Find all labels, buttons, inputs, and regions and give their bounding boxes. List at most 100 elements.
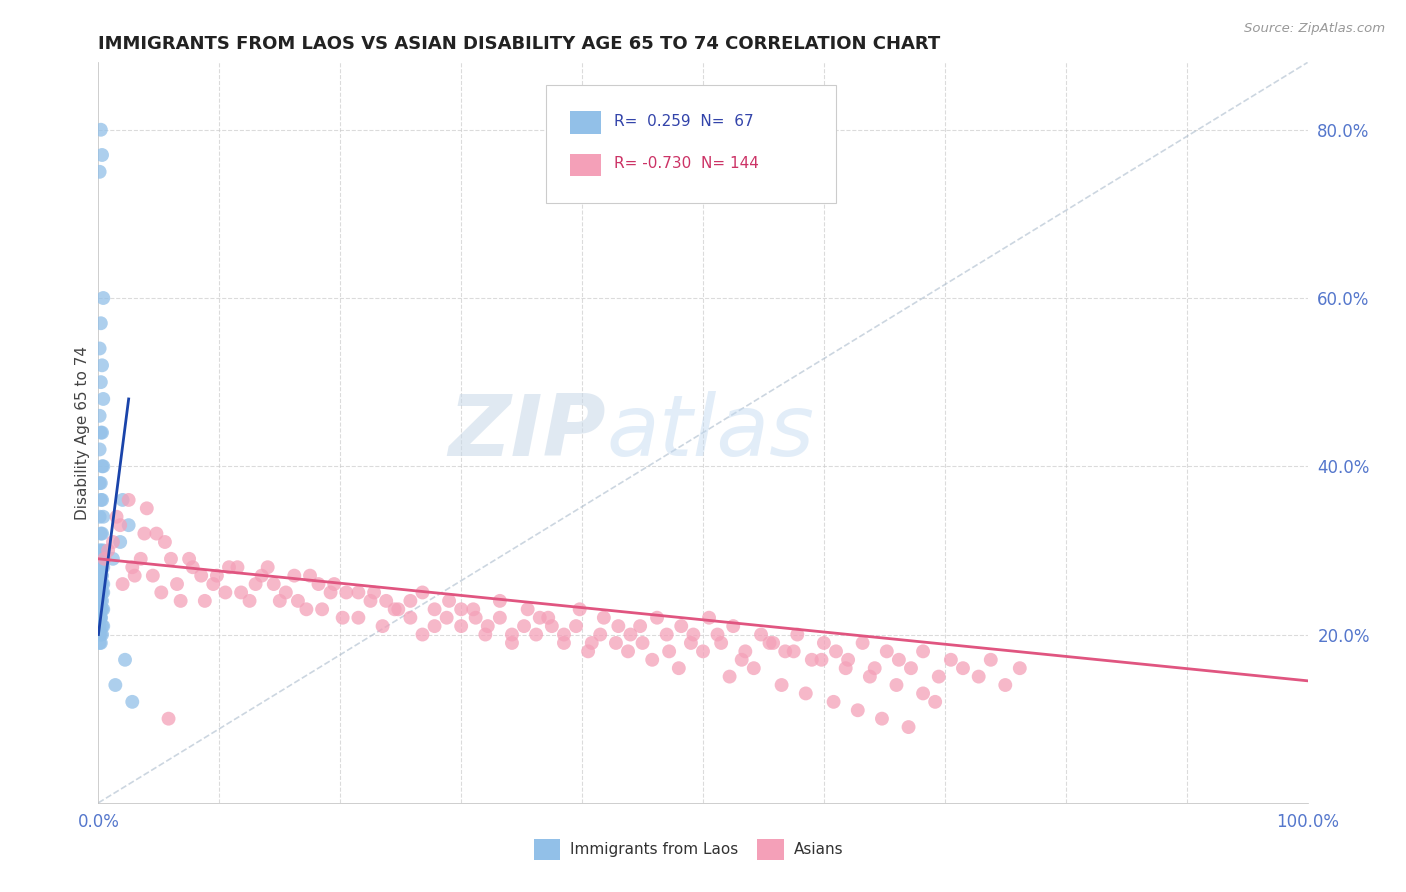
Point (513, 619, 536, 633)
Point (631, 636, 654, 650)
Point (770, 678, 793, 692)
Point (91, 392, 114, 406)
Point (101, 535, 124, 549)
Point (90, 585, 112, 599)
Point (169, 594, 191, 608)
Point (568, 602, 591, 616)
Point (800, 653, 823, 667)
Point (202, 577, 225, 591)
Point (226, 560, 249, 574)
Point (91, 602, 114, 616)
Point (250, 568, 273, 582)
Point (411, 627, 433, 641)
Point (89, 627, 111, 641)
Point (863, 661, 886, 675)
Point (423, 619, 446, 633)
Point (89, 577, 111, 591)
Point (311, 602, 333, 616)
Point (90, 610, 112, 624)
Point (89, 342, 111, 356)
Point (89, 585, 111, 599)
Point (91, 359, 114, 373)
Point (939, 653, 962, 667)
Point (437, 594, 460, 608)
Point (576, 644, 599, 658)
Point (118, 492, 141, 507)
Point (1008, 661, 1031, 675)
Point (90, 543, 112, 558)
Point (90, 577, 112, 591)
Point (105, 509, 128, 524)
Point (91, 148, 114, 162)
Point (142, 568, 165, 582)
Point (91, 492, 114, 507)
Point (794, 686, 817, 700)
Point (214, 585, 236, 599)
Bar (569, 153, 602, 176)
Point (89, 619, 111, 633)
Point (897, 720, 920, 734)
Point (295, 602, 318, 616)
Point (153, 535, 176, 549)
Point (134, 526, 156, 541)
Point (516, 602, 538, 616)
Point (91, 568, 114, 582)
Point (581, 636, 603, 650)
Text: Source: ZipAtlas.com: Source: ZipAtlas.com (1244, 22, 1385, 36)
Point (411, 585, 433, 599)
Point (477, 619, 499, 633)
Point (90, 375, 112, 389)
Bar (534, 839, 561, 860)
Point (837, 653, 859, 667)
Point (89, 509, 111, 524)
Point (108, 518, 131, 533)
Point (952, 661, 974, 675)
Point (299, 568, 322, 582)
Point (121, 695, 143, 709)
Point (553, 636, 575, 650)
Point (399, 594, 422, 608)
Point (124, 568, 146, 582)
Point (90, 602, 112, 616)
Point (501, 627, 523, 641)
Point (870, 712, 893, 726)
Point (371, 619, 394, 633)
Point (91, 602, 114, 616)
Point (782, 644, 804, 658)
Point (697, 610, 720, 624)
Point (619, 627, 641, 641)
Point (89, 568, 111, 582)
Point (89, 543, 111, 558)
Point (91, 594, 114, 608)
Point (263, 577, 285, 591)
Point (399, 610, 422, 624)
Point (181, 560, 204, 574)
Point (645, 610, 668, 624)
Point (762, 636, 785, 650)
Point (565, 619, 588, 633)
Point (90, 476, 112, 491)
Point (89, 602, 111, 616)
Point (90, 316, 112, 330)
Point (256, 560, 278, 574)
Text: ZIP: ZIP (449, 391, 606, 475)
Point (269, 594, 291, 608)
Point (876, 644, 898, 658)
Point (347, 610, 370, 624)
Point (773, 644, 796, 658)
Point (239, 594, 262, 608)
Point (90, 122, 112, 136)
Point (101, 551, 124, 566)
Point (91, 551, 114, 566)
Point (89, 442, 111, 457)
Point (887, 653, 910, 667)
Point (89, 409, 111, 423)
Text: R= -0.730  N= 144: R= -0.730 N= 144 (613, 156, 758, 171)
Point (859, 670, 882, 684)
Point (605, 636, 627, 650)
Point (658, 644, 681, 658)
Point (347, 585, 370, 599)
Point (641, 653, 664, 667)
Point (89, 560, 111, 574)
Point (682, 627, 704, 641)
